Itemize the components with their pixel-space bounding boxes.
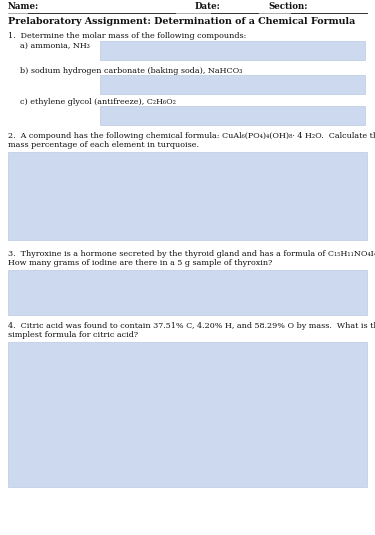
Text: 3.  Thyroxine is a hormone secreted by the thyroid gland and has a formula of C₁: 3. Thyroxine is a hormone secreted by th…	[8, 250, 375, 258]
Text: b) sodium hydrogen carbonate (baking soda), NaHCO₃: b) sodium hydrogen carbonate (baking sod…	[20, 67, 242, 75]
Text: Prelaboratory Assignment: Determination of a Chemical Formula: Prelaboratory Assignment: Determination …	[8, 17, 355, 26]
Bar	[100, 106, 365, 125]
Bar	[100, 75, 365, 94]
Text: Section:: Section:	[268, 2, 308, 11]
Bar	[8, 342, 367, 487]
Bar	[8, 270, 367, 315]
Text: mass percentage of each element in turquoise.: mass percentage of each element in turqu…	[8, 141, 199, 149]
Bar	[100, 41, 365, 60]
Text: simplest formula for citric acid?: simplest formula for citric acid?	[8, 331, 138, 339]
Text: 2.  A compound has the following chemical formula: CuAl₆(PO₄)₄(OH)₈· 4 H₂O.  Cal: 2. A compound has the following chemical…	[8, 132, 375, 140]
Text: 1.  Determine the molar mass of the following compounds:: 1. Determine the molar mass of the follo…	[8, 32, 246, 40]
Text: a) ammonia, NH₃: a) ammonia, NH₃	[20, 42, 90, 50]
Text: Name:: Name:	[8, 2, 39, 11]
Text: 4.  Citric acid was found to contain 37.51% C, 4.20% H, and 58.29% O by mass.  W: 4. Citric acid was found to contain 37.5…	[8, 322, 375, 330]
Text: How many grams of iodine are there in a 5 g sample of thyroxin?: How many grams of iodine are there in a …	[8, 259, 272, 267]
Text: c) ethylene glycol (antifreeze), C₂H₆O₂: c) ethylene glycol (antifreeze), C₂H₆O₂	[20, 98, 176, 106]
Text: Date:: Date:	[195, 2, 221, 11]
Bar	[8, 152, 367, 240]
